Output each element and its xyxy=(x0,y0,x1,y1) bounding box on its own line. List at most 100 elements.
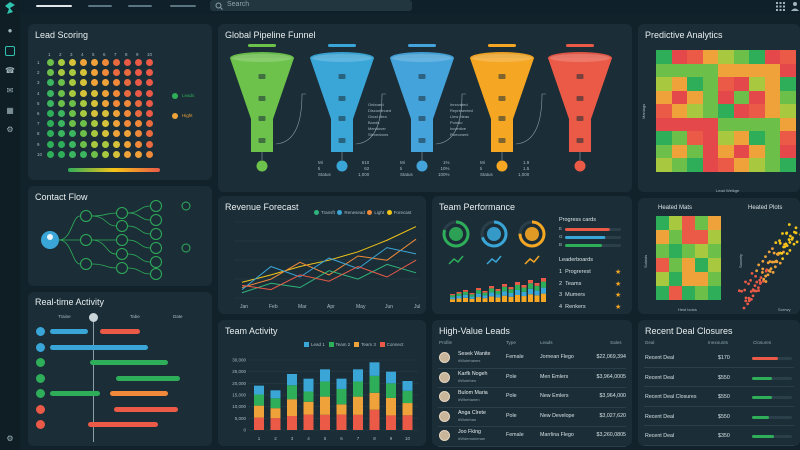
calendar-icon[interactable]: ▦ xyxy=(6,106,14,115)
funnel-node-icon[interactable] xyxy=(336,160,348,172)
score-gradient-bar xyxy=(68,168,160,172)
activity-bar[interactable] xyxy=(50,329,88,334)
funnel-stage[interactable] xyxy=(310,44,386,172)
activity-bar[interactable] xyxy=(100,329,140,334)
activity-bar[interactable] xyxy=(88,422,158,427)
stat-1-value-c: 1,000 xyxy=(358,172,370,177)
leaderboard-item[interactable]: 4 Renkers xyxy=(559,302,591,314)
tab-4[interactable] xyxy=(170,5,196,7)
score-dot xyxy=(80,120,87,128)
table-row[interactable]: Recent Deal $550 xyxy=(638,410,800,426)
flow-node-icon[interactable] xyxy=(80,210,92,222)
inbox-icon[interactable] xyxy=(5,46,15,56)
funnel-stage[interactable] xyxy=(470,44,546,172)
activity-bar[interactable] xyxy=(110,391,168,396)
avatar[interactable] xyxy=(439,391,450,402)
activity-icon[interactable] xyxy=(36,373,45,383)
table-row[interactable]: Recent Deal $550 xyxy=(638,371,800,387)
activity-bar[interactable] xyxy=(116,375,180,381)
performance-ring[interactable] xyxy=(480,220,508,248)
flow-end-node[interactable] xyxy=(181,201,191,211)
activity-icon[interactable] xyxy=(36,342,45,352)
performance-bar xyxy=(469,293,475,295)
table-row[interactable]: Joo Fking #Wdemonenan Female Marrlina Flego… xyxy=(436,427,628,445)
activity-icon[interactable] xyxy=(36,389,45,398)
leaderboard-item[interactable]: 3 Mumers xyxy=(559,290,591,302)
heatmap-cell xyxy=(764,144,780,158)
flow-node-icon[interactable] xyxy=(116,207,128,219)
heatmap-cell xyxy=(687,144,703,158)
activity-bar[interactable] xyxy=(90,360,168,365)
activity-icon[interactable] xyxy=(36,404,45,414)
tab-active[interactable] xyxy=(36,5,72,7)
performance-ring[interactable] xyxy=(442,220,470,248)
avatar[interactable] xyxy=(439,410,450,422)
activity-bar[interactable] xyxy=(114,406,178,412)
settings-icon[interactable]: ⚙ xyxy=(6,434,14,443)
flow-node-icon[interactable] xyxy=(116,248,128,260)
flow-node-icon[interactable] xyxy=(150,256,162,268)
flow-edge xyxy=(91,263,117,269)
avatar[interactable] xyxy=(439,352,450,363)
leaderboard-item[interactable]: 1 Progrerest xyxy=(559,267,591,279)
user-icon[interactable]: ● xyxy=(7,26,13,35)
flow-node-icon[interactable] xyxy=(150,214,162,226)
tab-2[interactable] xyxy=(88,5,112,7)
table-row[interactable]: Recent Deal $170 xyxy=(638,351,800,367)
flow-root[interactable] xyxy=(41,231,59,249)
funnel-node-icon[interactable] xyxy=(496,160,508,172)
funnel-stage[interactable] xyxy=(230,44,306,172)
logo-icon[interactable] xyxy=(4,2,16,14)
funnel-node-icon[interactable] xyxy=(416,160,428,172)
flow-end-node[interactable] xyxy=(181,243,191,253)
phone-icon[interactable]: ☎ xyxy=(5,66,15,75)
flow-node-icon[interactable] xyxy=(80,234,92,246)
timeline-cursor[interactable] xyxy=(93,317,94,442)
flow-node-icon[interactable] xyxy=(150,242,162,254)
mail-icon[interactable]: ✉ xyxy=(6,86,14,95)
funnel-stage[interactable] xyxy=(548,44,612,172)
person-icon[interactable] xyxy=(790,1,800,11)
heatmap-cell xyxy=(718,104,734,118)
table-row[interactable]: Sesek Wanite #Wotehanes Female Jornean Fleg… xyxy=(436,349,628,367)
grid-icon[interactable] xyxy=(776,2,785,11)
activity-bar[interactable] xyxy=(50,344,148,350)
annotation-b-3: Liew Ideas xyxy=(450,114,470,119)
table-row[interactable]: Bulom Maria #Wbehanen Pole New Emlers $3,964… xyxy=(436,388,628,406)
gear-icon[interactable]: ⚙ xyxy=(6,125,14,134)
flow-node-icon[interactable] xyxy=(150,200,162,212)
table-row[interactable]: Recent Deal $350 xyxy=(638,429,800,445)
table-row[interactable]: Recent Deal Closures $550 xyxy=(638,390,800,406)
search-bar[interactable]: Search xyxy=(210,0,412,11)
avatar[interactable] xyxy=(439,371,450,383)
timeline-cursor-handle[interactable] xyxy=(89,313,98,322)
ring-icon xyxy=(449,227,463,241)
flow-node-icon[interactable] xyxy=(116,220,128,232)
funnel-node-icon[interactable] xyxy=(256,160,268,172)
activity-icon[interactable] xyxy=(36,358,45,367)
funnel-stage[interactable] xyxy=(390,44,466,172)
leaderboard-item[interactable]: 2 Teams xyxy=(559,279,591,291)
lead-name: Karfk Nogeh xyxy=(458,370,488,377)
annotation-a-1: Onboard xyxy=(368,102,384,107)
activity-icon[interactable] xyxy=(36,327,45,336)
search-input[interactable]: Search xyxy=(227,1,250,8)
activity-bar[interactable] xyxy=(50,391,100,396)
tab-3[interactable] xyxy=(128,5,152,7)
table-row[interactable]: Karfk Nogeh #Wotehen Pole Men Emlers $3,964,… xyxy=(436,369,628,387)
flow-node-icon[interactable] xyxy=(150,228,162,240)
scatter-point xyxy=(788,241,792,244)
avatar[interactable] xyxy=(439,430,450,441)
score-dot xyxy=(80,79,87,87)
stat-3-value-b: 1.5 xyxy=(523,166,530,171)
table-row[interactable]: Anga Clrete #Wotehan Pole New Develope $3,02… xyxy=(436,408,628,426)
activity-icon[interactable] xyxy=(36,420,45,429)
flow-node-icon[interactable] xyxy=(116,234,128,246)
heatmap-cell xyxy=(702,158,718,172)
flow-node-icon[interactable] xyxy=(116,262,128,274)
performance-ring[interactable] xyxy=(518,220,546,248)
funnel-node-icon[interactable] xyxy=(574,160,586,172)
flow-node-icon[interactable] xyxy=(150,268,162,280)
flow-node-icon[interactable] xyxy=(80,258,92,270)
heatmap-cell xyxy=(669,216,682,230)
